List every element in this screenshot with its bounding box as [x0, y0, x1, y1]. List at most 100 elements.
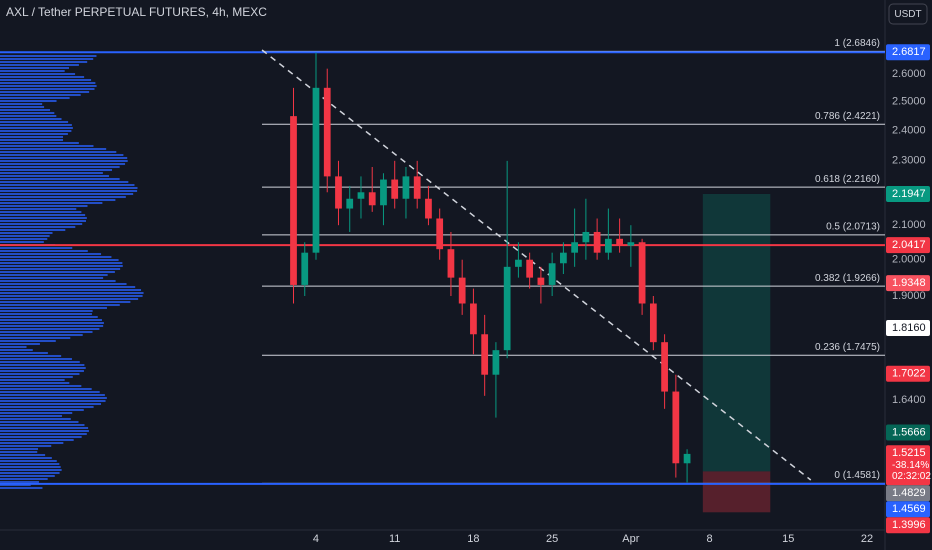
profile-bar [0, 94, 81, 96]
candle-body [582, 231, 590, 243]
profile-bar [0, 58, 94, 60]
profile-bar [0, 235, 50, 237]
profile-bar [0, 469, 62, 471]
profile-bar [0, 289, 142, 291]
profile-bar [0, 247, 73, 249]
x-tick-label: 25 [546, 533, 558, 545]
profile-bar [0, 265, 123, 267]
profile-bar [0, 271, 115, 273]
profile-bar [0, 406, 94, 408]
profile-bar [0, 310, 93, 312]
candle-body [425, 198, 432, 219]
profile-bar [0, 229, 66, 231]
candle-body [661, 342, 668, 392]
candle-body [492, 350, 500, 375]
profile-bar [0, 172, 103, 174]
candle-body [458, 277, 466, 304]
profile-bar [0, 367, 86, 369]
candle-body [402, 176, 410, 199]
profile-bar [0, 409, 84, 411]
profile-bar [0, 91, 90, 93]
candle-body [481, 334, 489, 375]
x-tick-label: 15 [782, 533, 794, 545]
profile-bar [0, 457, 52, 459]
profile-bar [0, 373, 80, 375]
price-tag-sub: -38.14% [892, 460, 929, 471]
profile-bar [0, 178, 120, 180]
y-tick-label: 2.0000 [892, 254, 926, 266]
candle-body [413, 176, 421, 199]
profile-bar [0, 109, 51, 111]
price-tag-label: 1.5666 [892, 426, 926, 438]
profile-bar [0, 415, 62, 417]
profile-bar [0, 79, 92, 81]
profile-bar [0, 190, 138, 192]
price-tag [886, 485, 930, 502]
profile-bar [0, 241, 44, 243]
volume-profile [0, 55, 144, 489]
profile-bar [0, 421, 79, 423]
profile-bar [0, 298, 139, 300]
price-tag-label: 1.3996 [892, 519, 926, 531]
profile-bar [0, 184, 135, 186]
profile-bar [0, 361, 80, 363]
profile-bar [0, 193, 134, 195]
profile-bar [0, 382, 70, 384]
profile-bar [0, 187, 138, 189]
profile-bar [0, 163, 126, 165]
price-tag-label: 1.4569 [892, 503, 926, 515]
profile-bar [0, 196, 126, 198]
profile-bar [0, 256, 112, 258]
profile-bar [0, 481, 39, 483]
profile-bar [0, 64, 79, 66]
profile-bar [0, 295, 143, 297]
price-tag-label: 2.1947 [892, 188, 926, 200]
x-tick-label: 22 [861, 533, 873, 545]
currency-button[interactable] [888, 3, 928, 25]
plot: 1 (2.6846) 0.786 (2.4221) 0.618 (2.2160) 0.… [0, 38, 885, 513]
profile-bar [0, 250, 88, 252]
profile-bar [0, 403, 102, 405]
fib-label: 0.236 (1.7475) [815, 342, 880, 353]
profile-bar [0, 223, 83, 225]
profile-bar [0, 118, 62, 120]
profile-bar [0, 259, 119, 261]
price-tag [886, 237, 930, 254]
profile-bar [0, 466, 61, 468]
candle-body [290, 116, 297, 285]
profile-bar [0, 334, 83, 336]
candle-body [323, 87, 331, 177]
profile-bar [0, 61, 88, 63]
price-tag [886, 185, 930, 202]
y-tick-label: 2.6000 [892, 68, 926, 80]
profile-bar [0, 376, 73, 378]
price-tag-label: 1.9348 [892, 277, 926, 289]
fib-label: 0.618 (2.2160) [815, 174, 880, 185]
profile-bar [0, 115, 57, 117]
profile-bar [0, 487, 43, 489]
profile-bar [0, 484, 31, 486]
profile-bar [0, 322, 104, 324]
profile-bar [0, 217, 87, 219]
profile-bar [0, 268, 121, 270]
currency-label[interactable]: USDT [894, 9, 921, 20]
y-tick-label: 1.9000 [892, 290, 926, 302]
profile-bar [0, 280, 116, 282]
profile-bar [0, 127, 73, 129]
profile-bar [0, 160, 128, 162]
profile-bar [0, 211, 82, 213]
profile-bar [0, 139, 64, 141]
profile-bar [0, 391, 100, 393]
candle-body [548, 263, 556, 285]
profile-bar [0, 445, 52, 447]
profile-bar [0, 175, 109, 177]
profile-bar [0, 343, 40, 345]
profile-bar [0, 472, 60, 474]
profile-bar [0, 478, 48, 480]
x-tick-label: 18 [467, 533, 479, 545]
profile-bar [0, 292, 144, 294]
profile-bar [0, 304, 120, 306]
profile-bar [0, 316, 98, 318]
price-tag [886, 44, 930, 61]
profile-bar [0, 463, 60, 465]
